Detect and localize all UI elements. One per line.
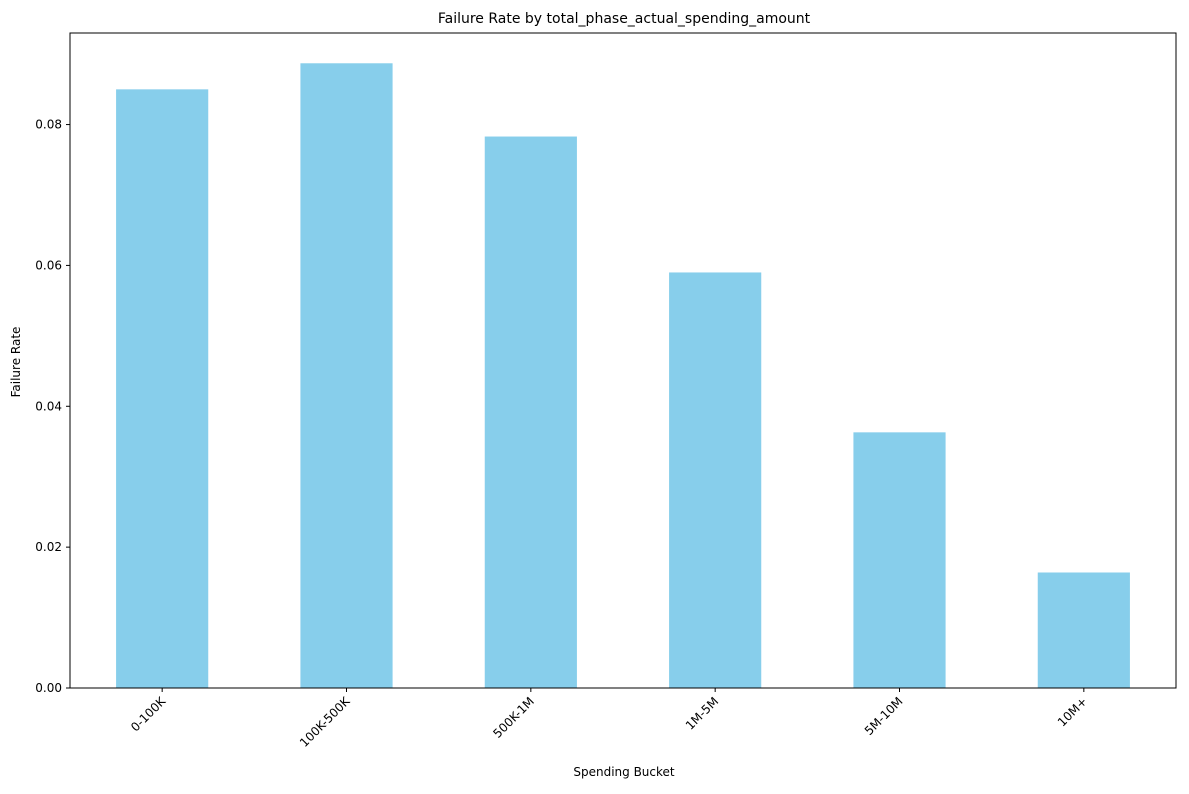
x-tick-label: 5M-10M <box>862 694 906 738</box>
bar-1M-5M <box>669 272 762 688</box>
y-axis-label: Failure Rate <box>9 327 23 398</box>
bar-0-100K <box>116 89 209 689</box>
x-tick-label: 10M+ <box>1055 694 1090 729</box>
bar-500K-1M <box>484 136 577 688</box>
x-tick-label: 0-100K <box>128 693 169 734</box>
bar-10M+ <box>1037 572 1130 688</box>
y-tick-label: 0.02 <box>35 540 62 554</box>
chart-title: Failure Rate by total_phase_actual_spend… <box>438 11 811 27</box>
bar-5M-10M <box>853 432 946 688</box>
plot-frame <box>69 32 1177 689</box>
y-tick-label: 0.00 <box>35 681 62 695</box>
x-axis-label: Spending Bucket <box>573 765 675 779</box>
x-tick-label: 500K-1M <box>490 694 537 741</box>
x-tick-label: 1M-5M <box>683 694 721 732</box>
y-tick-label: 0.06 <box>35 258 62 272</box>
y-tick-label: 0.04 <box>35 399 62 413</box>
axes: 0.00 0.02 0.04 0.06 0.08 0-100K 100K-500K 500K-… <box>35 32 1177 750</box>
x-tick-label: 100K-500K <box>297 693 353 749</box>
bar-100K-500K <box>300 63 393 688</box>
y-tick-label: 0.08 <box>35 118 62 132</box>
